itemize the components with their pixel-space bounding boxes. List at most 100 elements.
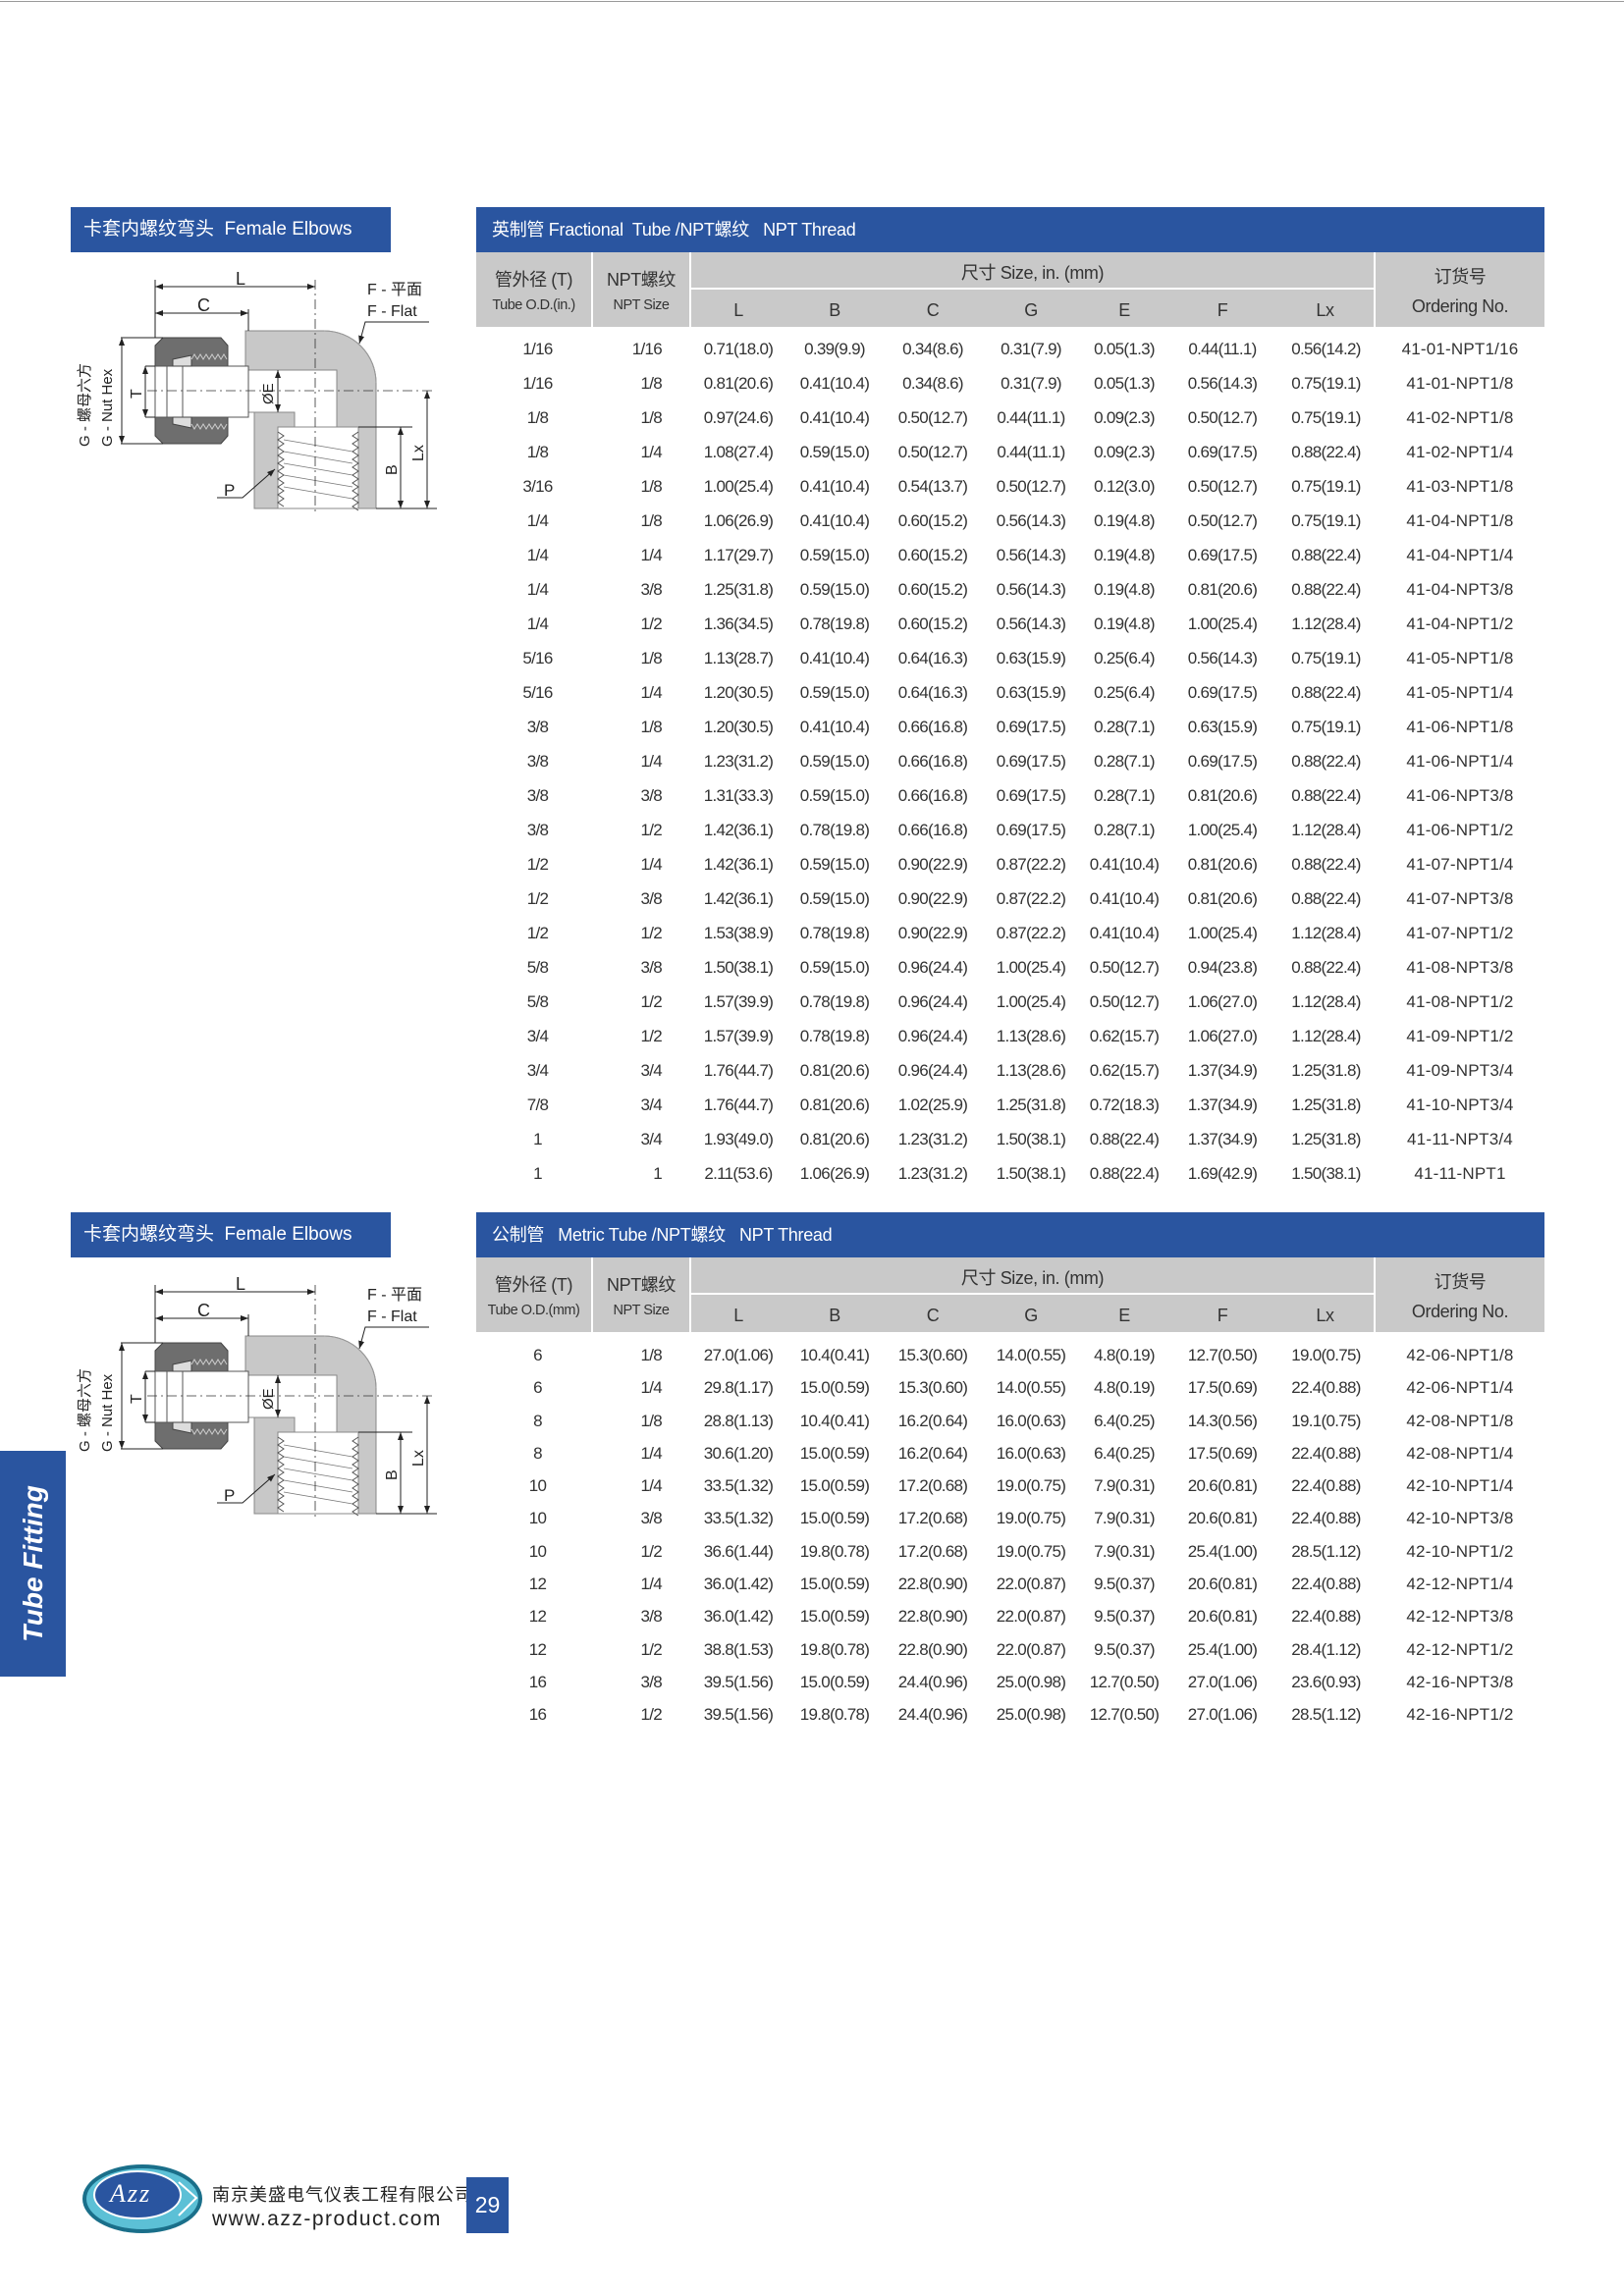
- cell-npt: 1/2: [640, 614, 662, 633]
- cell-g: 0.87(22.2): [996, 924, 1066, 942]
- cell-b: 0.59(15.0): [799, 889, 870, 908]
- cell-f: 12.7(0.50): [1187, 1346, 1258, 1364]
- table-row: 5/8 3/8 1.50(38.1) 0.59(15.0) 0.96(24.4) 1.00…: [476, 950, 1544, 985]
- cell-e: 0.28(7.1): [1094, 786, 1155, 805]
- cell-order: 41-06-NPT1/2: [1406, 821, 1514, 839]
- cell-f: 0.81(20.6): [1187, 580, 1258, 599]
- cell-od: 5/16: [522, 683, 553, 702]
- cell-c: 0.60(15.2): [897, 546, 968, 564]
- cell-l: 38.8(1.53): [703, 1639, 774, 1659]
- cell-lx: 0.88(22.4): [1291, 546, 1361, 564]
- cell-l: 1.25(31.8): [703, 580, 774, 599]
- cell-npt: 3/8: [640, 1509, 662, 1528]
- cell-b: 0.59(15.0): [799, 786, 870, 805]
- label-F-cn: F - 平面: [367, 282, 422, 298]
- cell-od: 16: [528, 1705, 547, 1725]
- cell-c: 1.23(31.2): [897, 1164, 968, 1183]
- cell-e: 0.41(10.4): [1089, 924, 1160, 942]
- cell-l: 1.00(25.4): [703, 477, 774, 496]
- cell-e: 7.9(0.31): [1094, 1476, 1155, 1496]
- cell-od: 1/4: [526, 511, 549, 530]
- cell-od: 3/8: [526, 752, 549, 771]
- cell-g: 0.63(15.9): [996, 649, 1066, 667]
- cell-lx: 1.12(28.4): [1291, 821, 1361, 839]
- cell-g: 0.44(11.1): [997, 443, 1065, 461]
- table-row: 1/16 1/8 0.81(20.6) 0.41(10.4) 0.34(8.6) 0.31…: [476, 366, 1544, 400]
- cell-order: 42-08-NPT1/4: [1406, 1443, 1514, 1463]
- cell-lx: 19.1(0.75): [1291, 1411, 1361, 1430]
- cell-f: 0.50(12.7): [1187, 477, 1258, 496]
- cell-f: 0.63(15.9): [1187, 718, 1258, 736]
- cell-lx: 0.88(22.4): [1291, 889, 1361, 908]
- cell-f: 0.44(11.1): [1188, 340, 1257, 358]
- cell-b: 19.8(0.78): [799, 1639, 870, 1659]
- table-row: 1 3/4 1.93(49.0) 0.81(20.6) 1.23(31.2) 1.50(3…: [476, 1122, 1544, 1156]
- cell-e: 12.7(0.50): [1089, 1705, 1160, 1725]
- header-tube-od-cn: 管外径 (T): [494, 1275, 573, 1295]
- cell-npt: 1/2: [640, 1705, 662, 1725]
- cell-l: 33.5(1.32): [703, 1476, 774, 1496]
- cell-od: 10: [528, 1476, 547, 1496]
- cell-od: 1/8: [526, 408, 549, 427]
- cell-od: 1/2: [526, 889, 549, 908]
- cell-l: 39.5(1.56): [703, 1672, 774, 1691]
- cell-c: 22.8(0.90): [897, 1639, 968, 1659]
- cell-g: 22.0(0.87): [996, 1639, 1066, 1659]
- cell-npt: 1/4: [640, 752, 662, 771]
- cell-b: 15.0(0.59): [799, 1509, 870, 1528]
- label-F-cn: F - 平面: [367, 1287, 422, 1304]
- company-url[interactable]: www.azz-product.com: [212, 2208, 442, 2230]
- metric-tube-table: 公制管 Metric Tube /NPT螺纹 NPT Thread 管外径 (T…: [476, 1212, 1544, 1732]
- cell-c: 0.50(12.7): [897, 443, 968, 461]
- cell-f: 0.69(17.5): [1187, 683, 1258, 702]
- cell-g: 1.00(25.4): [996, 958, 1066, 977]
- table-row: 1/16 1/16 0.71(18.0) 0.39(9.9) 0.34(8.6) 0.31…: [476, 332, 1544, 366]
- cell-g: 0.63(15.9): [996, 683, 1066, 702]
- header-tube-od: 管外径 (T) Tube O.D.(mm): [476, 1257, 593, 1332]
- cell-npt: 1/8: [640, 1411, 662, 1430]
- cell-f: 20.6(0.81): [1187, 1476, 1258, 1496]
- cell-npt: 1/2: [640, 924, 662, 942]
- cell-b: 0.78(19.8): [799, 924, 870, 942]
- cell-l: 30.6(1.20): [703, 1443, 774, 1463]
- table-row: 1/2 3/8 1.42(36.1) 0.59(15.0) 0.90(22.9) 0.87…: [476, 881, 1544, 916]
- table-row: 6 1/4 29.8(1.17) 15.0(0.59) 15.3(0.60) 14.0(0…: [476, 1371, 1544, 1404]
- cell-od: 7/8: [526, 1095, 549, 1114]
- cell-e: 6.4(0.25): [1094, 1443, 1155, 1463]
- header-tube-od-cn: 管外径 (T): [494, 270, 573, 290]
- cell-npt: 1/2: [640, 1027, 662, 1045]
- cell-g: 1.13(28.6): [996, 1027, 1066, 1045]
- cell-order: 41-02-NPT1/8: [1406, 408, 1514, 427]
- header-col-g: G: [1024, 299, 1038, 320]
- cell-lx: 19.0(0.75): [1291, 1346, 1361, 1364]
- cell-f: 0.50(12.7): [1187, 408, 1258, 427]
- cell-c: 0.60(15.2): [897, 580, 968, 599]
- cell-lx: 1.50(38.1): [1291, 1164, 1361, 1183]
- cell-l: 1.31(33.3): [703, 786, 774, 805]
- cell-c: 24.4(0.96): [897, 1705, 968, 1725]
- cell-od: 3/4: [526, 1061, 549, 1080]
- cell-lx: 23.6(0.93): [1291, 1672, 1361, 1691]
- cell-order: 42-10-NPT1/2: [1406, 1541, 1514, 1561]
- cell-order: 41-11-NPT1: [1414, 1164, 1506, 1183]
- header-npt-en: NPT Size: [613, 297, 670, 313]
- cell-g: 0.56(14.3): [996, 546, 1066, 564]
- cell-c: 0.54(13.7): [897, 477, 968, 496]
- cell-npt: 1/4: [640, 1378, 662, 1398]
- table-row: 10 1/4 33.5(1.32) 15.0(0.59) 17.2(0.68) 19.0(…: [476, 1469, 1544, 1502]
- cell-npt: 1/8: [640, 1346, 662, 1364]
- cell-e: 0.88(22.4): [1089, 1130, 1160, 1148]
- cell-e: 0.19(4.8): [1094, 511, 1155, 530]
- cell-f: 25.4(1.00): [1187, 1639, 1258, 1659]
- cell-b: 0.41(10.4): [799, 477, 870, 496]
- cell-order: 41-04-NPT3/8: [1406, 580, 1514, 599]
- cell-npt: 3/8: [640, 1607, 662, 1627]
- header-npt: NPT螺纹 NPT Size: [593, 252, 691, 327]
- cell-lx: 0.88(22.4): [1291, 443, 1361, 461]
- label-T: T: [129, 1394, 145, 1404]
- cell-c: 16.2(0.64): [897, 1443, 968, 1463]
- cell-f: 0.69(17.5): [1187, 546, 1258, 564]
- cell-g: 1.13(28.6): [996, 1061, 1066, 1080]
- cell-lx: 0.56(14.2): [1291, 340, 1361, 358]
- cell-b: 15.0(0.59): [799, 1607, 870, 1627]
